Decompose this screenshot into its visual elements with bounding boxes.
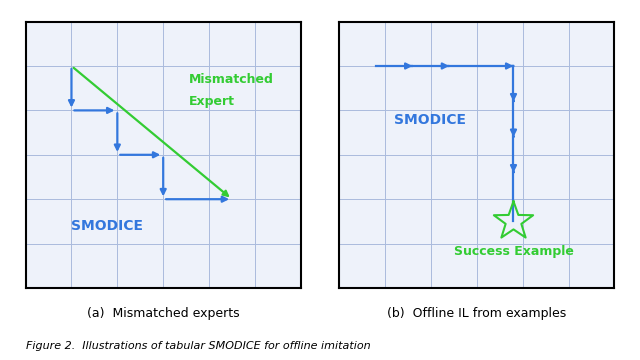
- Text: (b)  Offline IL from examples: (b) Offline IL from examples: [387, 307, 566, 320]
- Text: Success Example: Success Example: [454, 245, 573, 258]
- Text: Expert: Expert: [188, 95, 234, 108]
- Text: SMODICE: SMODICE: [72, 219, 143, 233]
- Text: Mismatched: Mismatched: [188, 73, 273, 86]
- Text: Figure 2.  Illustrations of tabular SMODICE for offline imitation: Figure 2. Illustrations of tabular SMODI…: [26, 341, 370, 351]
- Text: (a)  Mismatched experts: (a) Mismatched experts: [87, 307, 239, 320]
- Text: SMODICE: SMODICE: [394, 113, 466, 127]
